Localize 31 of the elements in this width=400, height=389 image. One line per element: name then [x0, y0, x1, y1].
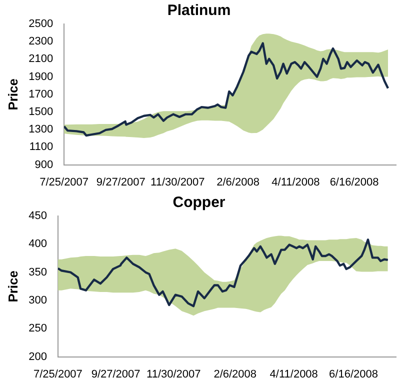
y-axis-title: Price [5, 78, 20, 110]
y-tick-label: 2500 [28, 18, 54, 30]
x-tick-label: 7/25/2007 [33, 368, 82, 380]
x-tick-label: 2/6/2008 [216, 176, 260, 188]
y-tick-label: 200 [28, 350, 47, 363]
x-tick-label: 6/16/2008 [329, 368, 378, 380]
y-tick-label: 1500 [28, 106, 54, 118]
y-tick-label: 1900 [28, 70, 54, 83]
y-tick-label: 1700 [28, 88, 54, 100]
x-tick-label: 9/27/2007 [91, 368, 140, 380]
chart-title: Platinum [167, 2, 231, 20]
x-tick-label: 7/25/2007 [40, 176, 89, 188]
y-tick-label: 350 [28, 266, 47, 278]
x-tick-label: 11/30/2007 [150, 176, 205, 188]
y-tick-label: 900 [34, 158, 54, 171]
y-axis-title: Price [5, 270, 20, 302]
x-tick-label: 9/27/2007 [96, 176, 146, 188]
x-tick-label: 4/11/2008 [270, 368, 318, 380]
x-tick-label: 2/6/2008 [214, 368, 257, 380]
y-tick-label: 1100 [29, 141, 54, 154]
y-tick-label: 450 [28, 210, 47, 222]
y-tick-label: 400 [28, 238, 47, 250]
chart-title: Copper [172, 194, 226, 212]
y-tick-label: 2300 [28, 36, 54, 48]
y-tick-label: 2100 [28, 53, 54, 66]
x-tick-label: 11/30/2007 [146, 368, 201, 380]
x-tick-label: 6/16/2008 [330, 176, 379, 188]
y-tick-label: 300 [28, 294, 47, 307]
y-tick-label: 250 [28, 322, 47, 335]
x-tick-label: 4/11/2008 [272, 176, 320, 188]
y-tick-label: 1300 [28, 124, 54, 136]
